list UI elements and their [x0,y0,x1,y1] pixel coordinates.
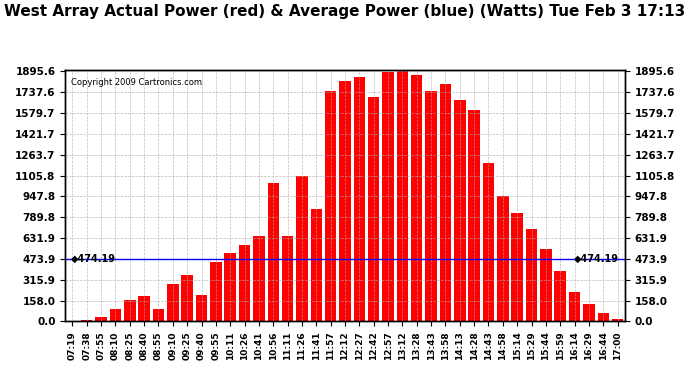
Bar [181,275,193,321]
Bar [224,253,236,321]
Bar [397,71,408,321]
Bar [612,320,623,321]
Bar [368,97,380,321]
Bar [124,300,135,321]
Bar [440,84,451,321]
Bar [382,72,394,321]
Bar [253,236,265,321]
Text: Copyright 2009 Cartronics.com: Copyright 2009 Cartronics.com [71,78,201,87]
Bar [282,236,293,321]
Bar [411,75,422,321]
Bar [152,309,164,321]
Bar [139,296,150,321]
Bar [526,229,538,321]
Bar [210,262,221,321]
Bar [555,271,566,321]
Text: ◆474.19: ◆474.19 [574,254,619,264]
Bar [583,304,595,321]
Bar [110,309,121,321]
Bar [497,196,509,321]
Bar [353,77,365,321]
Bar [167,285,179,321]
Bar [540,249,551,321]
Bar [239,245,250,321]
Text: ◆474.19: ◆474.19 [71,254,116,264]
Bar [268,183,279,321]
Bar [81,320,92,321]
Bar [511,213,523,321]
Bar [325,90,337,321]
Bar [425,90,437,321]
Bar [598,313,609,321]
Bar [95,317,107,321]
Bar [483,163,494,321]
Bar [569,292,580,321]
Bar [196,295,207,321]
Bar [339,81,351,321]
Text: West Array Actual Power (red) & Average Power (blue) (Watts) Tue Feb 3 17:13: West Array Actual Power (red) & Average … [4,4,686,19]
Bar [296,176,308,321]
Bar [310,209,322,321]
Bar [469,110,480,321]
Bar [454,100,466,321]
